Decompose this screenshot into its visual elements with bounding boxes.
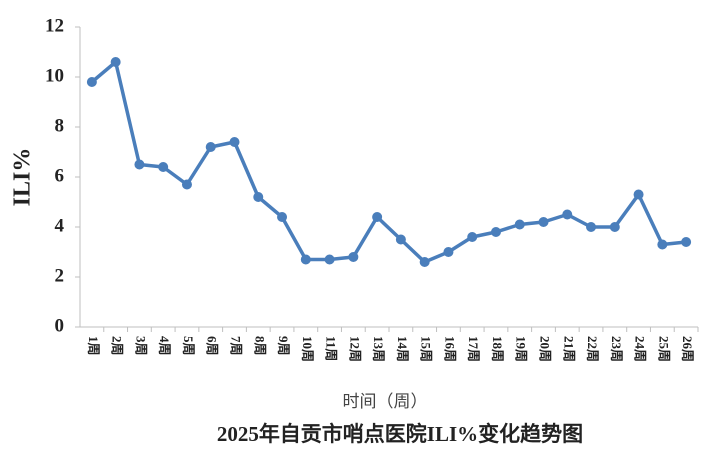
x-tick-label: 3周 [133, 336, 148, 356]
data-point [562, 209, 573, 220]
x-tick-label: 1周 [86, 336, 101, 356]
x-tick-label: 10周 [300, 336, 315, 362]
x-tick-label: 21周 [561, 336, 576, 362]
x-tick-label: 19周 [514, 336, 529, 362]
data-point [657, 239, 668, 250]
x-tick-label: 8周 [252, 336, 267, 356]
x-tick-label: 23周 [609, 336, 624, 362]
x-tick-label: 14周 [395, 336, 410, 362]
data-point [277, 212, 288, 222]
data-point [467, 232, 478, 242]
data-point [300, 254, 311, 265]
x-tick-label: 15周 [419, 336, 434, 362]
data-point [134, 159, 145, 170]
x-tick-label: 16周 [442, 336, 457, 362]
y-tick-label: 0 [55, 315, 65, 336]
data-point [443, 247, 454, 257]
y-axis-title: ILI% [10, 148, 36, 207]
x-tick-label: 20周 [538, 336, 553, 362]
series-line [90, 60, 687, 264]
y-tick-label: 12 [45, 15, 64, 36]
data-point [205, 142, 216, 152]
chart-title: 2025年自贡市哨点医院ILI%变化趋势图 [217, 422, 583, 446]
data-point [158, 162, 169, 172]
x-tick-label: 24周 [633, 336, 648, 362]
data-point [609, 222, 620, 232]
x-tick-label: 25周 [656, 336, 671, 362]
data-point [586, 222, 597, 232]
x-tick-label: 11周 [324, 336, 339, 361]
y-tick-label: 8 [55, 115, 65, 136]
y-tick-label: 10 [45, 65, 64, 86]
x-tick-label: 12周 [347, 336, 362, 362]
data-point [490, 227, 501, 237]
data-point [229, 137, 240, 147]
data-point [395, 234, 406, 245]
data-point [86, 77, 97, 87]
x-tick-label: 5周 [181, 336, 196, 356]
data-point [324, 254, 335, 265]
x-tick-label: 22周 [585, 336, 600, 362]
x-tick-label: 4周 [157, 336, 172, 356]
x-tick-label: 2周 [110, 336, 125, 356]
data-point [110, 57, 121, 67]
data-point [419, 257, 430, 267]
data-point [348, 252, 359, 262]
data-point [681, 237, 692, 247]
x-axis-title: 时间（周） [343, 392, 428, 412]
x-tick-label: 6周 [205, 336, 220, 356]
x-tick-label: 13周 [371, 336, 386, 362]
x-tick-label: 18周 [490, 336, 505, 362]
data-point [514, 219, 525, 230]
x-tick-label: 9周 [276, 336, 291, 356]
x-tick-label: 7周 [229, 336, 244, 356]
data-point [372, 212, 383, 222]
x-tick-label: 26周 [680, 336, 695, 362]
y-tick-label: 6 [55, 165, 65, 186]
data-point [633, 189, 644, 200]
data-point [253, 192, 264, 202]
x-tick-label: 17周 [466, 336, 481, 362]
data-point [181, 179, 192, 190]
data-point [538, 217, 549, 227]
y-tick-label: 4 [55, 215, 65, 236]
y-tick-label: 2 [55, 265, 65, 286]
